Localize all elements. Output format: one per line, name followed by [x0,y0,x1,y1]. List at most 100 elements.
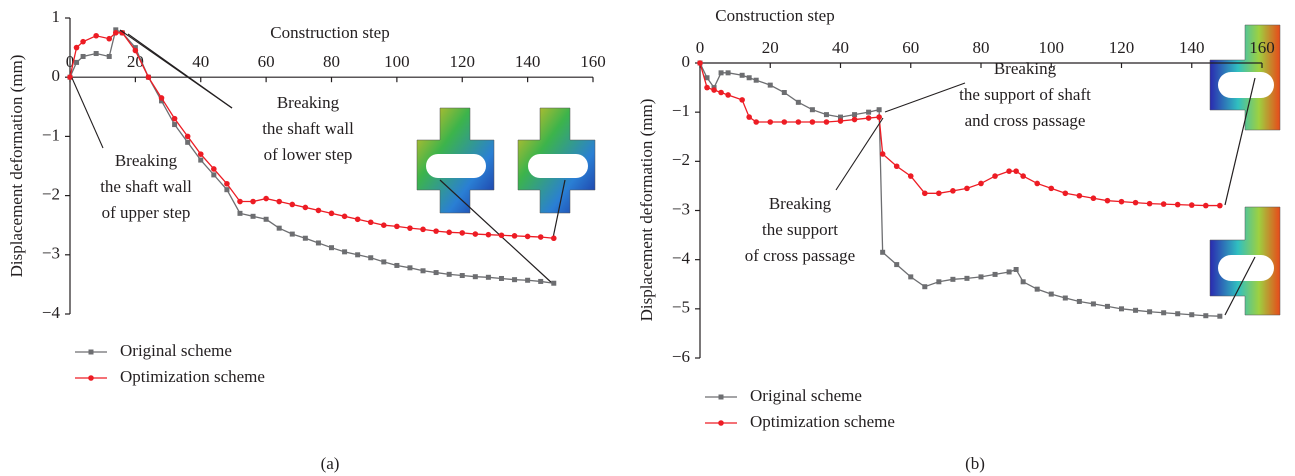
marker [447,272,452,277]
y-tick-label: −4 [42,303,61,322]
x-tick-label: 0 [696,38,705,57]
legend-marker [88,375,94,381]
marker [704,85,710,91]
marker [810,119,816,125]
marker [880,151,886,157]
marker [368,255,373,260]
marker [747,75,752,80]
marker [74,60,79,65]
annotation: Breaking [277,93,340,112]
x-tick-label: 80 [323,52,340,71]
x-axis-label: Construction step [715,6,834,25]
x-axis-label: Construction step [270,23,389,42]
annotation: and cross passage [965,111,1086,130]
marker [1119,199,1125,205]
marker [1147,309,1152,314]
marker [1119,306,1124,311]
marker [1203,313,1208,318]
marker [1175,311,1180,316]
marker [551,281,556,286]
x-tick-label: 160 [580,52,606,71]
marker [107,54,112,59]
marker [866,110,871,115]
marker [1007,269,1012,274]
marker [185,140,190,145]
marker [810,107,815,112]
marker [146,74,152,80]
marker [381,259,386,264]
marker [211,172,216,177]
marker [81,54,86,59]
marker [993,272,998,277]
y-tick-label: −1 [42,125,60,144]
marker [824,112,829,117]
marker [1133,308,1138,313]
marker [1105,198,1111,204]
marker [276,199,282,205]
y-tick-label: −1 [672,101,690,120]
marker [159,95,165,101]
annotation-arrow [836,118,883,190]
marker [1217,314,1222,319]
marker [421,268,426,273]
marker [1161,201,1167,207]
marker [1203,203,1209,209]
marker [719,70,724,75]
marker [725,92,731,98]
marker [1006,168,1012,174]
legend-entry: Optimization scheme [75,367,265,386]
marker [263,196,269,202]
marker [303,236,308,241]
legend-label: Optimization scheme [750,412,895,431]
marker [368,219,374,225]
marker [950,188,956,194]
marker [936,190,942,196]
marker [342,214,348,220]
legend-marker [718,420,724,426]
marker [1020,173,1026,179]
marker [852,112,857,117]
page: {"chart_data": [ {"type": "line", "label… [0,0,1295,476]
marker [133,48,139,54]
marker [1048,186,1054,192]
marker [80,39,86,45]
y-axis-label: Displacement deformation (mm) [7,55,26,278]
marker [551,235,557,241]
x-tick-label: 80 [973,38,990,57]
marker [852,117,858,123]
y-tick-label: 0 [52,66,61,85]
panel-label: (b) [965,454,985,473]
marker [473,231,479,237]
marker [838,118,844,124]
marker [499,232,505,238]
marker [172,122,177,127]
legend-entry: Optimization scheme [705,412,895,431]
marker [718,90,724,96]
marker [420,227,426,233]
marker [264,217,269,222]
y-tick-label: −3 [672,199,690,218]
marker [978,181,984,187]
marker [1091,195,1097,201]
y-tick-label: 0 [682,52,691,71]
marker [754,78,759,83]
marker [433,228,439,234]
marker [1049,292,1054,297]
annotation: Breaking [115,151,178,170]
marker [1014,267,1019,272]
marker [198,158,203,163]
panel-label: (a) [321,454,340,473]
marker [94,51,99,56]
legend-label: Original scheme [750,386,862,405]
marker [1077,193,1083,199]
x-tick-label: 160 [1249,38,1275,57]
marker [106,36,112,42]
marker [1021,279,1026,284]
marker [1175,202,1181,208]
x-tick-label: 120 [450,52,476,71]
annotation-arrow [885,83,965,112]
marker [950,277,955,282]
marker [782,90,787,95]
annotation: of cross passage [745,246,855,265]
x-tick-label: 120 [1109,38,1135,57]
